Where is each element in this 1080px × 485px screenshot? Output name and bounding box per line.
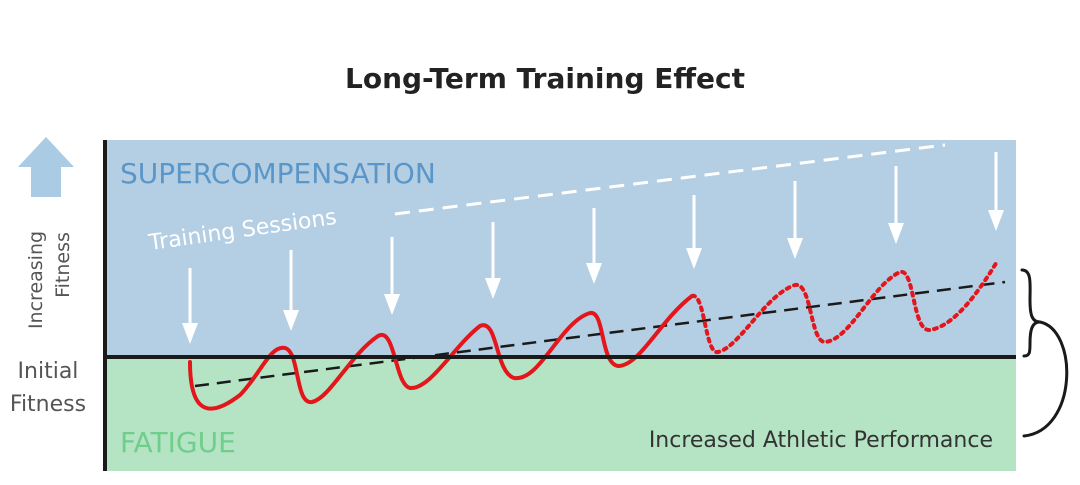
- initial-fitness-label-line2: Fitness: [10, 392, 86, 417]
- supercompensation-label: SUPERCOMPENSATION: [120, 157, 436, 190]
- session-arrow-8: [888, 166, 904, 244]
- session-arrow-3: [384, 237, 400, 315]
- session-arrow-9: [988, 152, 1004, 231]
- session-arrow-5: [586, 208, 602, 284]
- performance-bracket: [1020, 268, 1041, 358]
- y-axis-label-line1: Increasing: [25, 231, 47, 329]
- supercompensation-zone: [105, 140, 1016, 357]
- session-arrow-6: [686, 195, 702, 269]
- fatigue-label: FATIGUE: [120, 426, 236, 459]
- diagram-title: Long-Term Training Effect: [345, 62, 745, 95]
- session-arrow-4: [485, 222, 501, 299]
- performance-trend-line: [194, 280, 1006, 388]
- fatigue-zone: [105, 357, 1016, 471]
- session-arrow-1: [182, 268, 198, 344]
- performance-label: Increased Athletic Performance: [649, 428, 993, 453]
- training-session-arrows: [182, 152, 1004, 344]
- session-arrow-2: [283, 250, 299, 331]
- up-arrow-icon: [18, 137, 74, 197]
- fitness-curve-solid: [188, 294, 694, 411]
- y-axis-label-line2: Fitness: [52, 232, 74, 298]
- fitness-curve-projected: [690, 258, 1000, 354]
- performance-connector: [1022, 320, 1069, 438]
- initial-fitness-label-line1: Initial: [18, 359, 79, 384]
- session-arrow-7: [787, 181, 803, 259]
- y-axis-label: Increasing Fitness: [25, 231, 74, 329]
- training-sessions-trend-line: [394, 143, 946, 216]
